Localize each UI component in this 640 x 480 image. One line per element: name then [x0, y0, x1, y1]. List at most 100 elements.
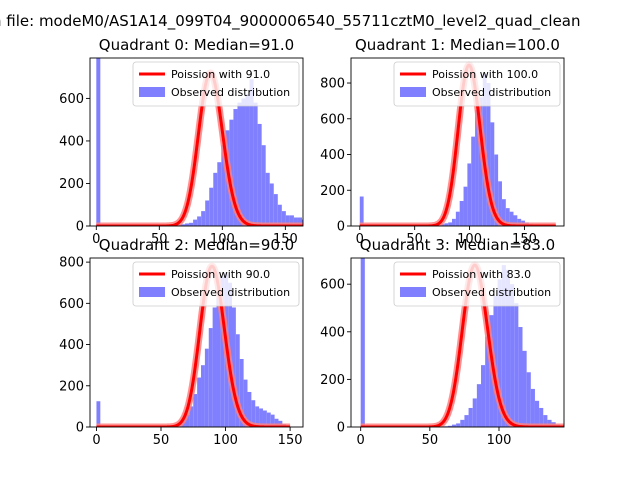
hist-bar — [306, 224, 310, 226]
x-tick-label: 0 — [357, 433, 365, 448]
hist-bar — [247, 391, 252, 427]
hist-bar — [534, 400, 540, 427]
hist-bar — [476, 384, 482, 427]
hist-bar — [273, 194, 278, 226]
hist-bar — [255, 406, 260, 427]
legend-box — [132, 261, 300, 307]
y-tick-label: 400 — [320, 148, 345, 163]
hist-bar — [235, 334, 240, 427]
hist-bar — [243, 379, 248, 427]
hist-bar — [359, 196, 364, 226]
hist-bar — [360, 258, 365, 427]
hist-bar — [564, 426, 568, 427]
hist-bar — [456, 423, 461, 427]
hist-bar — [237, 102, 242, 226]
subplot-title: Quadrant 2: Median=90.0 — [99, 236, 294, 254]
axes-frame — [350, 57, 565, 227]
legend-box — [132, 61, 300, 107]
legend-patch-swatch — [139, 87, 165, 97]
hist-bar — [444, 223, 449, 226]
hist-bar — [96, 58, 101, 226]
subplot-0: 0 50 100 150 0 200 400 600 Quadrant 0: Median=91… — [59, 36, 318, 247]
axes-frame — [350, 257, 565, 428]
y-tick-label: 400 — [59, 134, 84, 149]
hist-bar — [522, 350, 527, 427]
hist-bar — [543, 415, 548, 427]
subplot-3: 0 50 100 0 200 400 600 Quadrant 3: Median=83.0 P… — [320, 236, 568, 448]
x-tick-label: 50 — [151, 232, 168, 247]
legend-patch-swatch — [139, 287, 165, 297]
y-tick-label: 200 — [59, 379, 84, 394]
x-tick-label: 0 — [92, 433, 100, 448]
legend: Poission with 100.0 Observed distribution — [393, 61, 561, 107]
x-tick-label: 50 — [422, 433, 439, 448]
y-tick-label: 0 — [337, 220, 345, 235]
hist-bar — [497, 279, 502, 427]
legend: Poission with 90.0 Observed distribution — [132, 261, 300, 307]
poisson-curve — [358, 63, 557, 226]
hist-bar — [510, 284, 515, 427]
hist-bar — [501, 265, 506, 427]
hist-bar — [455, 211, 460, 226]
hist-bar — [451, 424, 457, 427]
y-tick-label: 400 — [320, 325, 345, 340]
hist-bar — [249, 79, 254, 226]
hist-bar — [485, 336, 490, 427]
hist-bar — [518, 327, 523, 427]
hist-bar — [239, 358, 244, 427]
hist-bar — [185, 414, 190, 427]
hist-bar — [233, 109, 238, 226]
hist-bar — [266, 412, 271, 427]
y-tick-label: 800 — [320, 77, 345, 92]
y-tick-label: 0 — [76, 220, 84, 235]
hist-bar — [505, 208, 510, 226]
hist-bar — [464, 415, 469, 427]
hist-bar — [205, 200, 210, 226]
hist-bar — [514, 303, 519, 427]
y-tick-label: 0 — [337, 421, 345, 436]
hist-bar — [459, 200, 464, 226]
subplot-title: Quadrant 3: Median=83.0 — [360, 236, 555, 254]
hist-bar — [201, 211, 206, 226]
hist-bar — [197, 377, 202, 427]
hist-bar — [526, 372, 531, 427]
hist-bar — [185, 223, 190, 226]
x-tick-label: 100 — [210, 232, 235, 247]
y-tick-label: 0 — [76, 421, 84, 436]
y-tick-label: 600 — [320, 112, 345, 127]
hist-bar — [490, 122, 495, 226]
hist-bar — [212, 307, 217, 427]
hist-bar — [245, 94, 250, 226]
hist-bar — [189, 222, 194, 226]
hist-bar — [448, 222, 453, 226]
plot-area — [356, 61, 559, 226]
axes-frame — [89, 257, 304, 428]
subplot-title: Quadrant 0: Median=91.0 — [99, 36, 294, 54]
hist-bar — [310, 225, 314, 226]
legend-label-poisson: Poission with 90.0 — [171, 268, 270, 281]
legend-patch-swatch — [400, 287, 426, 297]
hist-bar — [193, 219, 198, 226]
x-tick-label: 0 — [356, 232, 364, 247]
hist-bar — [241, 98, 246, 226]
hist-bar — [259, 408, 263, 427]
hist-bar — [501, 199, 506, 226]
hist-bar — [180, 224, 186, 226]
hist-bar — [265, 172, 270, 226]
hist-bar — [204, 348, 209, 427]
hist-bar — [221, 145, 226, 226]
hist-bar — [314, 225, 318, 226]
hist-bar — [513, 215, 518, 226]
y-tick-label: 200 — [320, 184, 345, 199]
hist-bar — [297, 217, 302, 226]
legend-label-observed: Observed distribution — [432, 86, 551, 99]
hist-bar — [232, 307, 236, 427]
hist-bar — [262, 410, 267, 427]
hist-bar — [193, 394, 198, 427]
legend-label-poisson: Poission with 100.0 — [432, 68, 538, 81]
hist-bar — [486, 83, 491, 226]
hist-bar — [539, 407, 544, 427]
subplot-title: Quadrant 1: Median=100.0 — [355, 36, 560, 54]
subplot-1: 0 50 100 150 0 200 400 600 800 Quadrant 1: Median… — [320, 36, 565, 247]
